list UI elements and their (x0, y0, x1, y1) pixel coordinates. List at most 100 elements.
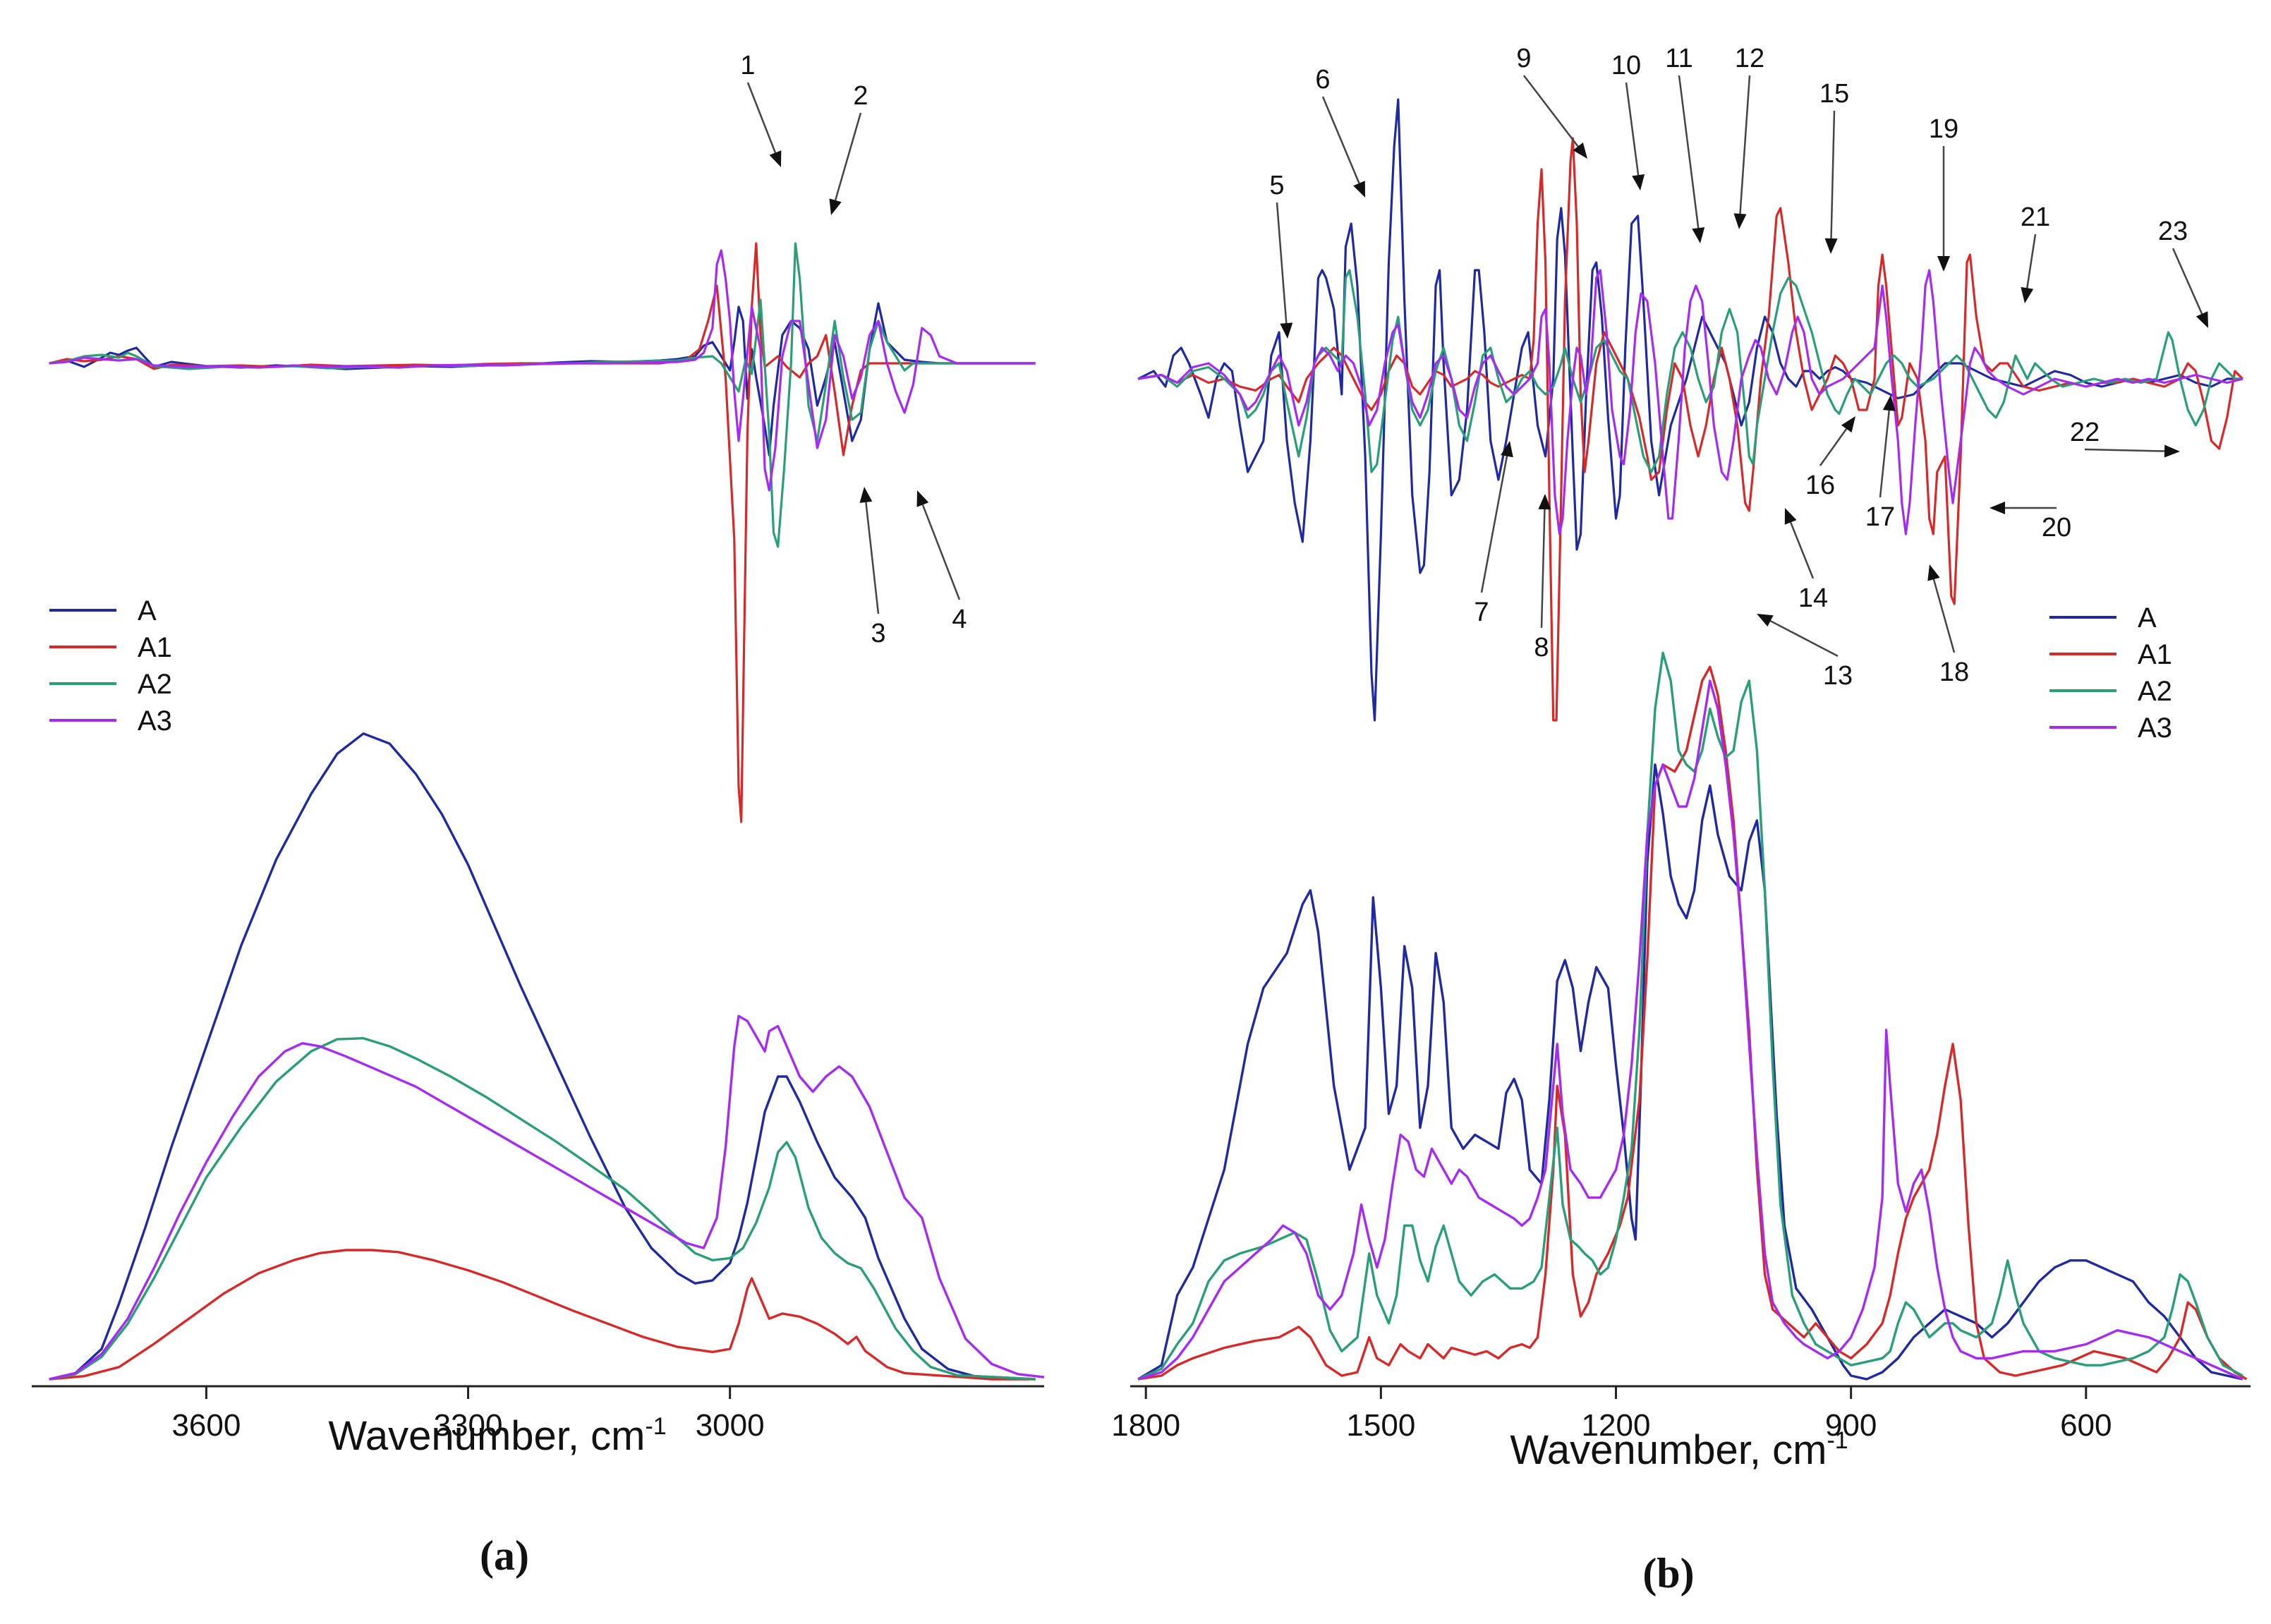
legend-label-a: A (2138, 602, 2157, 634)
annotation-arrow-13 (1769, 620, 1839, 658)
annotation-arrow-1 (746, 82, 777, 153)
annotation-arrowhead-20 (1990, 502, 2005, 514)
annotation-arrowhead-1 (769, 150, 782, 167)
absorbance-line-a3 (1137, 679, 2243, 1381)
annotation-arrow-12 (1739, 75, 1751, 214)
panel-a-x-axis-title: Wavenumber, cm-1 (328, 1413, 666, 1459)
panel-a-annotations: 1 2 3 4 (740, 51, 967, 648)
annotation-arrow-17 (1879, 410, 1890, 498)
annotation-label-7: 7 (1474, 598, 1489, 627)
absorbance-line-a3 (49, 1014, 1045, 1381)
panel-b-x-axis-title: Wavenumber, cm-1 (1510, 1427, 1848, 1473)
annotation-arrowhead-3 (859, 487, 873, 503)
annotation-arrowhead-11 (1692, 227, 1705, 243)
annotation-arrowhead-23 (2196, 311, 2208, 328)
annotation-label-8: 8 (1534, 633, 1549, 662)
panel-a-absorbance-curves (49, 732, 1045, 1381)
legend-label-a3: A3 (2138, 713, 2172, 744)
panel-b-annotations: 5 6 7 8 9 10 11 12 13 14 15 16 17 18 19 20 21 22 23 (1269, 44, 2208, 691)
annotation-arrowhead-21 (2021, 286, 2034, 303)
panel-b-derivative-curves (1137, 98, 2244, 722)
x-tick-label: 1800 (1111, 1408, 1180, 1443)
annotation-label-20: 20 (2042, 513, 2071, 543)
annotation-arrow-4 (921, 504, 961, 600)
annotation-label-4: 4 (952, 605, 967, 634)
annotation-arrowhead-15 (1824, 238, 1838, 254)
annotation-arrowhead-7 (1501, 441, 1513, 458)
annotation-arrow-8 (1540, 509, 1546, 629)
annotation-arrow-14 (1790, 521, 1815, 579)
annotation-arrowhead-4 (916, 490, 929, 507)
derivative-line-a3 (49, 249, 1036, 492)
annotation-arrow-10 (1625, 82, 1640, 176)
annotation-arrow-3 (865, 502, 880, 614)
x-tick-label: 900 (1825, 1408, 1877, 1443)
annotation-arrowhead-17 (1882, 395, 1896, 411)
annotation-label-22: 22 (2070, 418, 2100, 447)
annotation-label-21: 21 (2021, 202, 2050, 232)
derivative-line-a2 (49, 242, 1036, 548)
panel-a: 3600 3300 3000 A A1 A2 A3 1 2 3 4 Wavenumber, cm… (32, 51, 1045, 1579)
derivative-line-a2 (1137, 269, 2243, 473)
annotation-arrow-7 (1480, 456, 1508, 593)
annotation-arrowhead-19 (1937, 256, 1950, 272)
annotation-label-5: 5 (1269, 171, 1284, 200)
annotation-label-19: 19 (1929, 114, 1958, 144)
absorbance-line-a (49, 732, 1036, 1381)
annotation-label-15: 15 (1819, 79, 1849, 109)
annotation-label-16: 16 (1805, 471, 1835, 500)
panel-b-label: (b) (1642, 1550, 1694, 1596)
panel-a-legend: A A1 A2 A3 (49, 595, 172, 737)
absorbance-line-a1 (1137, 665, 2248, 1381)
annotation-arrowhead-14 (1784, 508, 1797, 525)
legend-label-a3: A3 (138, 705, 172, 737)
x-tick-label: 600 (2060, 1408, 2112, 1443)
annotation-arrowhead-22 (2164, 444, 2180, 458)
derivative-line-a (49, 302, 1036, 456)
x-tick-label: 1200 (1582, 1408, 1651, 1443)
absorbance-line-a2 (1137, 651, 2243, 1381)
x-tick-label: 3600 (171, 1408, 241, 1443)
annotation-arrow-21 (2026, 234, 2037, 289)
panel-b: 1800 1500 1200 900 600 A A1 A2 A3 5 6 7 8 9 10 11 12 13… (1111, 44, 2251, 1596)
annotation-label-17: 17 (1865, 502, 1895, 532)
annotation-arrow-16 (1819, 428, 1848, 466)
legend-label-a2: A2 (2138, 676, 2172, 707)
panel-b-x-axis: 1800 1500 1200 900 600 (1111, 1385, 2251, 1443)
absorbance-line-a1 (49, 1249, 1036, 1381)
panel-a-x-axis: 3600 3300 3000 (32, 1385, 1044, 1443)
panel-a-label: (a) (480, 1532, 529, 1579)
annotation-label-6: 6 (1315, 65, 1330, 95)
annotation-label-3: 3 (871, 619, 885, 648)
derivative-line-a (1137, 98, 2243, 722)
legend-label-a1: A1 (138, 632, 172, 663)
absorbance-line-a (1137, 763, 2243, 1381)
derivative-line-a1 (49, 242, 1036, 823)
annotation-arrowhead-10 (1632, 174, 1645, 190)
derivative-line-a3 (1137, 269, 2243, 535)
annotation-arrowhead-6 (1353, 181, 1365, 198)
annotation-arrow-23 (2172, 248, 2203, 315)
annotation-label-9: 9 (1516, 44, 1531, 73)
legend-label-a2: A2 (138, 669, 172, 700)
annotation-arrow-11 (1678, 75, 1700, 229)
annotation-label-23: 23 (2158, 217, 2188, 246)
x-tick-label: 3300 (434, 1408, 503, 1443)
annotation-arrow-18 (1932, 578, 1956, 653)
x-tick-label: 1500 (1346, 1408, 1415, 1443)
annotation-label-11: 11 (1665, 44, 1692, 73)
annotation-arrow-22 (2084, 448, 2165, 452)
annotation-label-14: 14 (1798, 583, 1828, 613)
annotation-label-2: 2 (853, 81, 868, 111)
absorbance-line-a2 (49, 1037, 1036, 1381)
panel-b-legend: A A1 A2 A3 (2049, 602, 2172, 744)
derivative-line-a1 (1137, 137, 2244, 722)
annotation-arrow-6 (1321, 96, 1360, 184)
x-tick-label: 3000 (696, 1408, 765, 1443)
annotation-arrowhead-5 (1280, 322, 1293, 339)
annotation-label-10: 10 (1611, 51, 1641, 80)
panel-b-absorbance-curves (1137, 651, 2248, 1381)
annotation-arrowhead-9 (1573, 143, 1587, 159)
annotation-arrow-9 (1523, 75, 1579, 147)
